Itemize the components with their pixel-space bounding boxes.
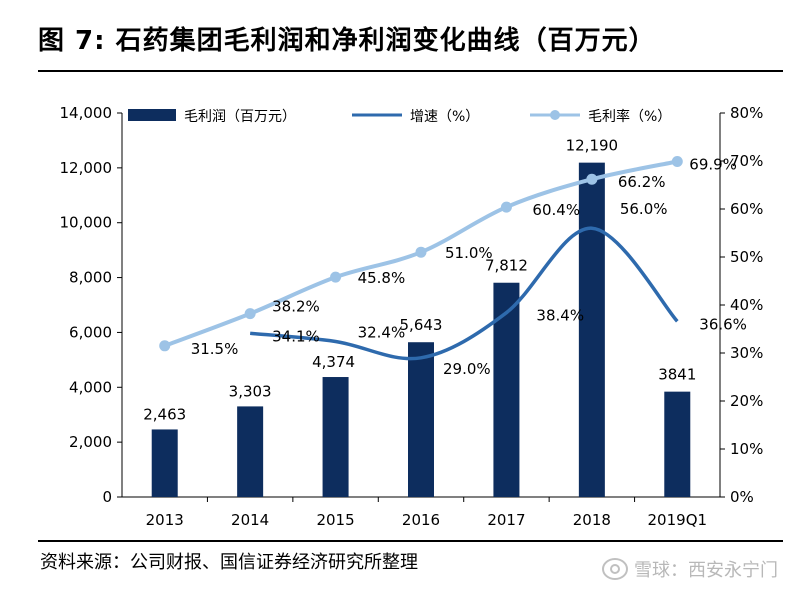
right-axis-tick-label: 70% xyxy=(730,152,763,170)
growth-label: 34.1% xyxy=(272,327,320,345)
right-axis-tick-label: 0% xyxy=(730,488,754,506)
left-axis-tick-label: 2,000 xyxy=(69,433,112,451)
point-gross-margin xyxy=(586,173,598,185)
right-axis-tick-label: 80% xyxy=(730,104,763,122)
bar-gross-profit xyxy=(322,377,349,497)
watermark-text: 雪球：西安永宁门 xyxy=(634,560,778,581)
left-axis-tick-label: 8,000 xyxy=(69,269,112,287)
growth-label: 38.4% xyxy=(536,307,584,325)
bar-gross-profit xyxy=(578,162,605,497)
point-gross-margin xyxy=(415,246,427,258)
point-gross-margin xyxy=(244,308,256,320)
bar-value-label: 5,643 xyxy=(400,316,443,334)
bar-value-label: 3,303 xyxy=(229,382,272,400)
footer-divider xyxy=(38,540,783,542)
gross-margin-label: 45.8% xyxy=(358,269,406,287)
point-gross-margin xyxy=(671,155,683,167)
bar-gross-profit xyxy=(664,391,691,497)
x-axis-tick-label: 2013 xyxy=(146,511,184,529)
point-gross-margin xyxy=(330,271,342,283)
bar-value-label: 2,463 xyxy=(143,405,186,423)
source-note: 资料来源：公司财报、国信证券经济研究所整理 xyxy=(40,552,418,573)
x-axis-tick-label: 2016 xyxy=(402,511,440,529)
growth-label: 29.0% xyxy=(443,360,491,378)
gross-margin-label: 69.9% xyxy=(689,155,737,173)
x-axis-tick-label: 2015 xyxy=(316,511,354,529)
right-axis-tick-label: 20% xyxy=(730,392,763,410)
growth-label: 56.0% xyxy=(620,200,668,218)
page-title: 图 7: 石药集团毛利润和净利润变化曲线（百万元） xyxy=(38,26,656,56)
left-axis-tick-label: 4,000 xyxy=(69,378,112,396)
gross-margin-label: 38.2% xyxy=(272,298,320,316)
left-axis-tick-label: 10,000 xyxy=(60,214,113,232)
right-axis-tick-label: 40% xyxy=(730,296,763,314)
left-axis-tick-label: 14,000 xyxy=(60,104,113,122)
point-gross-margin xyxy=(159,340,171,352)
left-axis-tick-label: 0 xyxy=(102,488,112,506)
right-axis-tick-label: 60% xyxy=(730,200,763,218)
point-gross-margin xyxy=(500,201,512,213)
gross-margin-label: 31.5% xyxy=(191,340,239,358)
x-axis-tick-label: 2017 xyxy=(487,511,525,529)
left-axis-tick-label: 12,000 xyxy=(60,159,113,177)
growth-label: 36.6% xyxy=(699,315,747,333)
title-bar: 图 7: 石药集团毛利润和净利润变化曲线（百万元） xyxy=(0,0,800,68)
gross-margin-label: 60.4% xyxy=(532,201,580,219)
x-axis-tick-label: 2019Q1 xyxy=(648,511,708,529)
series-line-growth xyxy=(249,226,679,361)
gross-margin-label: 66.2% xyxy=(618,173,666,191)
right-axis-tick-label: 10% xyxy=(730,440,763,458)
x-axis-tick-label: 2014 xyxy=(231,511,269,529)
bar-value-label: 4,374 xyxy=(312,353,355,371)
legend-label-growth: 增速（%） xyxy=(410,109,479,125)
watermark: 雪球：西安永宁门 xyxy=(602,556,778,582)
legend-label-gross-margin: 毛利率（%） xyxy=(588,108,671,125)
legend-swatch-gross-profit xyxy=(128,109,176,121)
bar-gross-profit xyxy=(237,406,264,497)
left-axis-tick-label: 6,000 xyxy=(69,323,112,341)
bar-value-label: 3841 xyxy=(658,366,696,384)
right-axis-tick-label: 30% xyxy=(730,344,763,362)
bar-value-label: 7,812 xyxy=(485,257,528,275)
snowball-logo-icon xyxy=(602,558,628,580)
right-axis-tick-label: 50% xyxy=(730,248,763,266)
bar-value-label: 12,190 xyxy=(566,137,619,155)
bar-gross-profit xyxy=(408,342,434,497)
bar-gross-profit xyxy=(151,429,178,497)
title-divider xyxy=(38,70,783,72)
growth-label: 32.4% xyxy=(358,323,406,341)
legend-label-gross-profit: 毛利润（百万元） xyxy=(184,109,296,125)
gross-margin-label: 51.0% xyxy=(445,244,493,262)
legend-marker-gross-margin xyxy=(550,110,560,120)
x-axis-tick-label: 2018 xyxy=(573,511,611,529)
